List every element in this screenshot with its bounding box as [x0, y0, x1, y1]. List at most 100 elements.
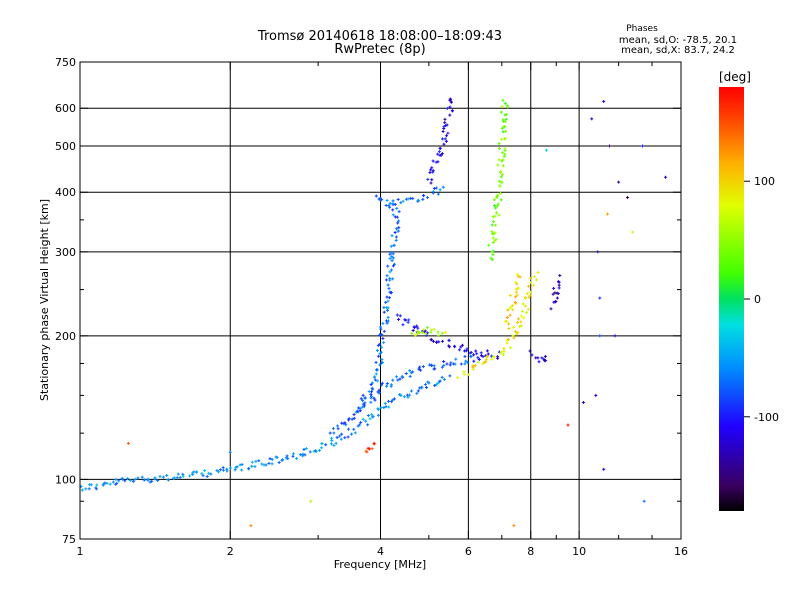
data-point [374, 368, 378, 372]
colorbar-tick-label: -100 [754, 411, 779, 424]
data-point [376, 413, 380, 417]
data-point [556, 292, 560, 296]
data-point [499, 198, 503, 202]
data-point [416, 329, 420, 333]
data-point [417, 331, 421, 335]
data-point [443, 137, 447, 141]
data-point [664, 175, 668, 179]
data-point [391, 199, 395, 203]
data-point [442, 360, 446, 364]
data-point [426, 380, 430, 384]
data-point [381, 361, 385, 365]
data-point [380, 381, 384, 385]
data-point [393, 230, 397, 234]
data-point [394, 227, 398, 231]
data-point [438, 379, 442, 383]
data-point [442, 377, 446, 381]
data-point [126, 441, 130, 445]
data-point [142, 478, 146, 482]
data-point [519, 320, 523, 324]
data-point [451, 109, 455, 113]
data-point [361, 399, 365, 403]
data-point [395, 313, 399, 317]
data-point [250, 460, 254, 464]
data-point [519, 324, 523, 328]
data-point [492, 355, 496, 359]
data-point [376, 379, 380, 383]
x-tick-label: 10 [572, 545, 586, 558]
data-point [80, 488, 84, 492]
data-point [473, 364, 477, 368]
data-point [530, 353, 534, 357]
data-point [303, 453, 307, 457]
data-point [385, 382, 389, 386]
data-point [544, 148, 548, 152]
data-point [108, 482, 112, 486]
data-point [477, 358, 481, 362]
x-tick-label: 8 [527, 545, 534, 558]
data-point [441, 137, 445, 141]
data-point [388, 252, 392, 256]
data-point [131, 479, 135, 483]
data-point [347, 418, 351, 422]
data-point [476, 356, 480, 360]
data-point [443, 117, 447, 121]
data-point [146, 477, 150, 481]
data-point [366, 414, 370, 418]
data-point [502, 154, 506, 158]
colorbar-label: [deg] [719, 70, 751, 84]
data-point [401, 323, 405, 327]
data-point [491, 215, 495, 219]
data-point [494, 238, 498, 242]
data-point [336, 427, 340, 431]
data-point [448, 363, 452, 367]
data-point [528, 349, 532, 353]
data-point [153, 476, 157, 480]
data-point [469, 354, 473, 358]
data-point [249, 524, 253, 528]
data-point [409, 196, 413, 200]
data-point [508, 346, 512, 350]
data-point [277, 461, 281, 465]
data-point [367, 390, 371, 394]
data-point [420, 386, 424, 390]
data-point [504, 129, 508, 133]
data-point [497, 142, 501, 146]
data-point [529, 280, 533, 284]
data-point [500, 173, 504, 177]
data-point [502, 346, 506, 350]
data-point [444, 139, 448, 143]
data-point [463, 362, 467, 366]
data-point [396, 229, 400, 233]
data-point [641, 144, 645, 148]
data-point [520, 309, 524, 313]
data-point [517, 317, 521, 321]
data-point [598, 334, 602, 338]
data-point [491, 253, 495, 257]
data-point [524, 310, 528, 314]
data-point [409, 371, 413, 375]
data-point [388, 276, 392, 280]
data-point [374, 360, 378, 364]
data-point [262, 463, 266, 467]
data-point [524, 297, 528, 301]
data-point [133, 477, 137, 481]
data-point [382, 306, 386, 310]
data-point [496, 356, 500, 360]
data-point [386, 283, 390, 287]
data-point [492, 198, 496, 202]
data-point [449, 100, 453, 104]
data-point [425, 326, 429, 330]
data-point [526, 291, 530, 295]
data-point [352, 413, 356, 417]
data-point [532, 283, 536, 287]
data-point [503, 101, 507, 105]
data-point [596, 250, 600, 254]
data-point [221, 468, 225, 472]
data-point [536, 356, 540, 360]
data-point [387, 405, 391, 409]
data-point [385, 295, 389, 299]
data-point [304, 447, 308, 451]
data-point [446, 131, 450, 135]
data-point [440, 331, 444, 335]
